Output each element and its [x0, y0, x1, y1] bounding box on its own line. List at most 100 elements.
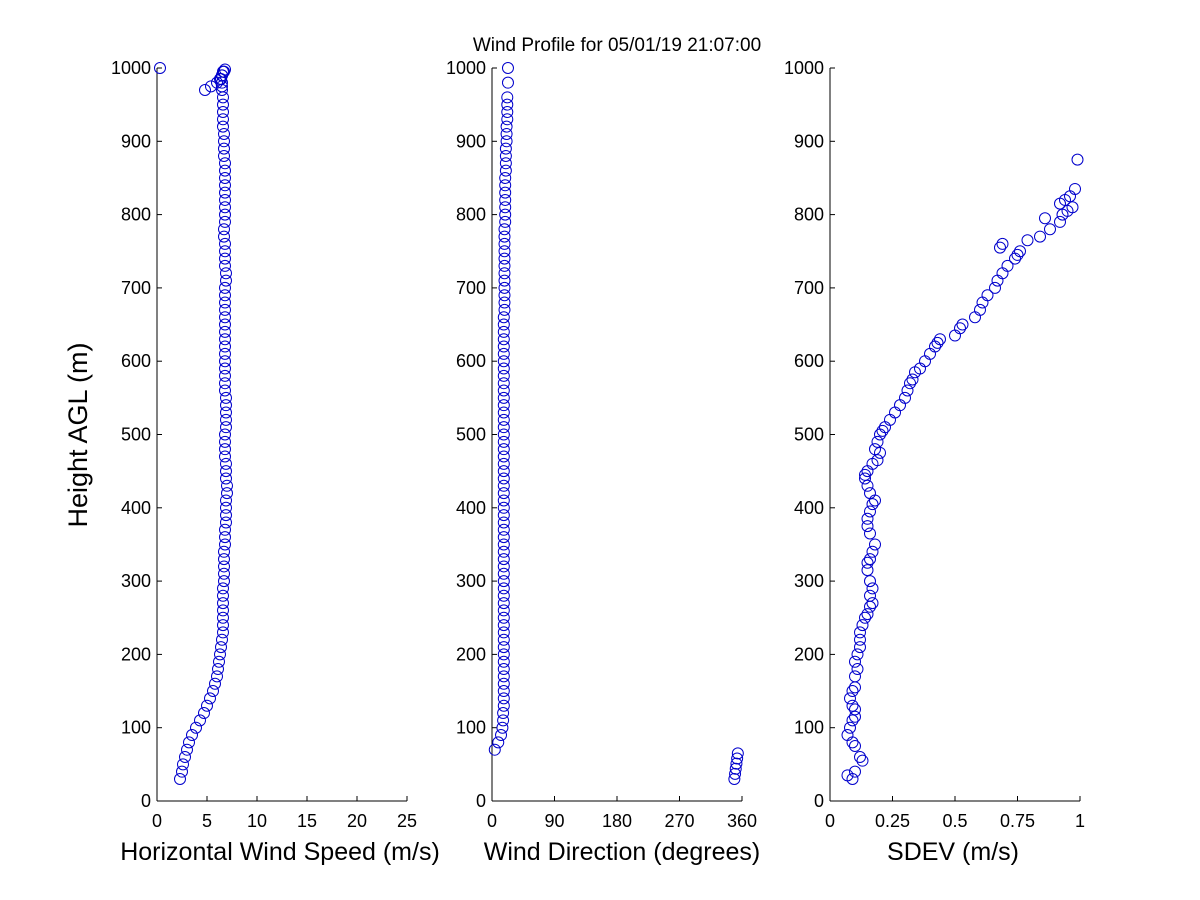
- data-point: [219, 259, 231, 272]
- data-point: [219, 443, 231, 456]
- data-point: [499, 193, 512, 206]
- y-tick-label: 100: [456, 718, 486, 738]
- data-point: [219, 296, 231, 309]
- data-point: [846, 714, 859, 727]
- data-point: [497, 545, 510, 558]
- data-point: [497, 655, 510, 668]
- data-point: [871, 435, 884, 448]
- data-point: [866, 545, 879, 558]
- data-point: [1069, 182, 1081, 195]
- data-point: [219, 523, 231, 536]
- data-point: [864, 487, 876, 500]
- data-point: [497, 567, 510, 580]
- data-point: [497, 362, 510, 375]
- x-axis-label: SDEV (m/s): [887, 838, 1019, 866]
- y-tick-label: 600: [456, 351, 486, 371]
- data-point: [218, 142, 230, 155]
- y-tick-label: 0: [476, 791, 486, 811]
- data-point: [854, 626, 866, 639]
- data-point: [498, 296, 511, 309]
- data-point: [899, 391, 911, 404]
- data-point: [497, 421, 510, 434]
- data-point: [861, 479, 874, 492]
- x-tick-label: 360: [727, 811, 757, 831]
- x-tick-label: 1: [1075, 811, 1085, 831]
- x-tick-label: 15: [297, 811, 317, 831]
- data-point: [219, 450, 231, 463]
- data-point: [219, 186, 231, 199]
- data-point: [212, 663, 224, 676]
- data-point: [218, 223, 230, 236]
- data-point: [219, 428, 231, 441]
- data-point: [731, 747, 744, 760]
- x-tick-label: 5: [202, 811, 212, 831]
- data-point: [729, 767, 742, 780]
- data-point: [219, 362, 231, 375]
- data-point: [499, 208, 512, 221]
- data-point: [497, 435, 510, 448]
- data-point: [497, 575, 510, 588]
- data-point: [220, 406, 232, 419]
- data-point: [866, 498, 879, 511]
- data-point: [219, 289, 231, 302]
- data-point: [219, 435, 231, 448]
- data-point: [851, 648, 864, 661]
- data-point: [217, 113, 229, 126]
- data-point: [904, 377, 916, 390]
- data-point: [214, 648, 226, 661]
- x-tick-label: 0: [487, 811, 497, 831]
- data-point: [205, 80, 217, 93]
- data-point: [219, 171, 231, 184]
- data-point: [186, 729, 198, 742]
- data-point: [497, 450, 510, 463]
- data-point: [198, 707, 210, 720]
- data-point: [220, 267, 232, 280]
- data-point: [219, 208, 231, 221]
- data-point: [1071, 153, 1084, 166]
- data-point: [497, 487, 510, 500]
- data-point: [497, 413, 510, 426]
- x-tick-label: 0: [152, 811, 162, 831]
- data-point: [981, 289, 994, 302]
- data-point: [841, 729, 854, 742]
- x-tick-label: 20: [347, 811, 367, 831]
- data-point: [221, 487, 233, 500]
- y-tick-label: 100: [794, 718, 824, 738]
- data-point: [220, 494, 232, 507]
- data-point: [217, 120, 229, 133]
- y-tick-label: 700: [794, 278, 824, 298]
- data-point: [901, 384, 914, 397]
- data-point: [498, 237, 511, 250]
- data-point: [1034, 230, 1046, 243]
- data-point: [859, 472, 871, 485]
- data-point: [497, 641, 510, 654]
- data-point: [1011, 248, 1024, 261]
- data-point: [219, 347, 231, 360]
- data-point: [497, 604, 510, 617]
- data-point: [497, 531, 510, 544]
- data-point: [498, 252, 511, 265]
- y-tick-label: 600: [121, 351, 151, 371]
- data-point: [498, 259, 511, 272]
- data-point: [499, 179, 512, 192]
- data-point: [996, 237, 1009, 250]
- x-tick-label: 0.5: [942, 811, 967, 831]
- y-tick-label: 200: [794, 644, 824, 664]
- data-point: [219, 538, 231, 551]
- data-point: [218, 553, 230, 566]
- data-point: [497, 340, 510, 353]
- data-point: [499, 149, 512, 162]
- data-point: [497, 377, 510, 390]
- data-point: [215, 641, 227, 654]
- data-point: [497, 692, 510, 705]
- y-tick-label: 200: [121, 644, 151, 664]
- data-point: [864, 575, 876, 588]
- x-tick-label: 90: [544, 811, 564, 831]
- data-point: [219, 377, 231, 390]
- data-point: [497, 699, 510, 712]
- y-tick-label: 500: [794, 425, 824, 445]
- data-point: [497, 560, 510, 573]
- data-point: [217, 105, 229, 118]
- data-point: [497, 325, 510, 338]
- data-point: [219, 193, 231, 206]
